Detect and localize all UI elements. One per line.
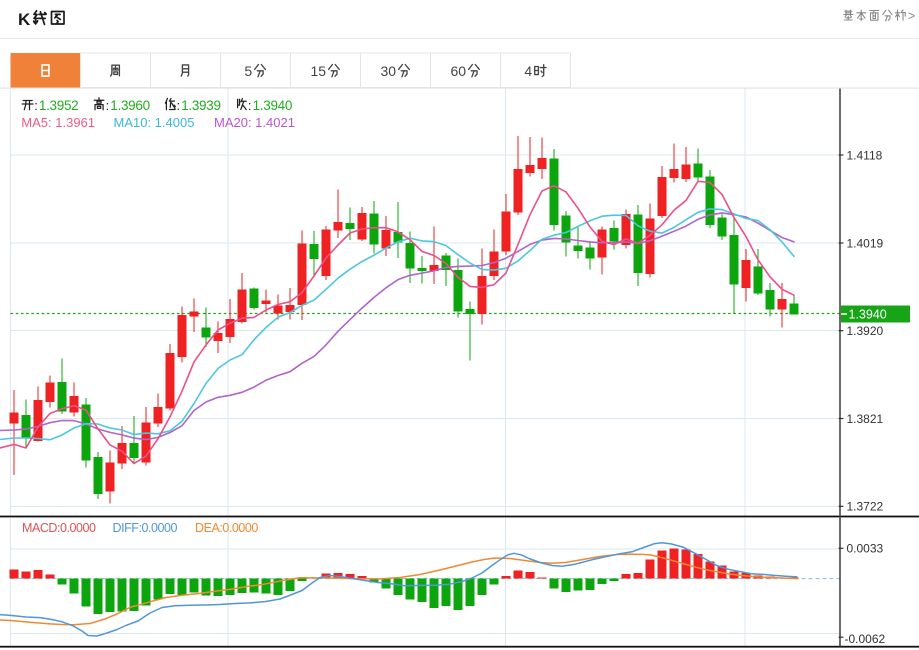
svg-text::: : [248,98,252,113]
svg-text:1.3939: 1.3939 [181,98,221,113]
svg-text:1.3940: 1.3940 [849,308,887,322]
svg-text:15: 15 [310,63,326,79]
svg-text:MA20: 1.4021: MA20: 1.4021 [214,115,295,130]
svg-text:>: > [908,9,915,23]
svg-text::: : [177,98,181,113]
svg-text:1.3821: 1.3821 [847,412,884,426]
svg-text:MACD:0.0000: MACD:0.0000 [22,521,96,535]
svg-text:MA5: 1.3961: MA5: 1.3961 [21,115,95,130]
svg-text:1.4118: 1.4118 [847,148,883,162]
svg-text:-0.0062: -0.0062 [845,632,886,646]
svg-text:4: 4 [524,63,532,79]
svg-text:30: 30 [380,63,396,79]
svg-text:DEA:0.0000: DEA:0.0000 [195,521,258,535]
svg-text:1.4019: 1.4019 [847,236,884,250]
svg-text:1.3940: 1.3940 [253,98,293,113]
svg-text:MA10: 1.4005: MA10: 1.4005 [114,115,195,130]
svg-text:1.3722: 1.3722 [847,500,884,514]
svg-text:1.3920: 1.3920 [847,324,884,338]
svg-text:60: 60 [450,63,466,79]
svg-text::: : [34,98,38,113]
svg-text:DIFF:0.0000: DIFF:0.0000 [113,521,178,535]
svg-text::: : [106,98,110,113]
svg-text:K: K [18,10,31,29]
svg-text:1.3960: 1.3960 [110,98,150,113]
svg-text:0.0033: 0.0033 [847,542,884,556]
svg-text:5: 5 [244,63,252,79]
svg-text:1.3952: 1.3952 [39,98,79,113]
